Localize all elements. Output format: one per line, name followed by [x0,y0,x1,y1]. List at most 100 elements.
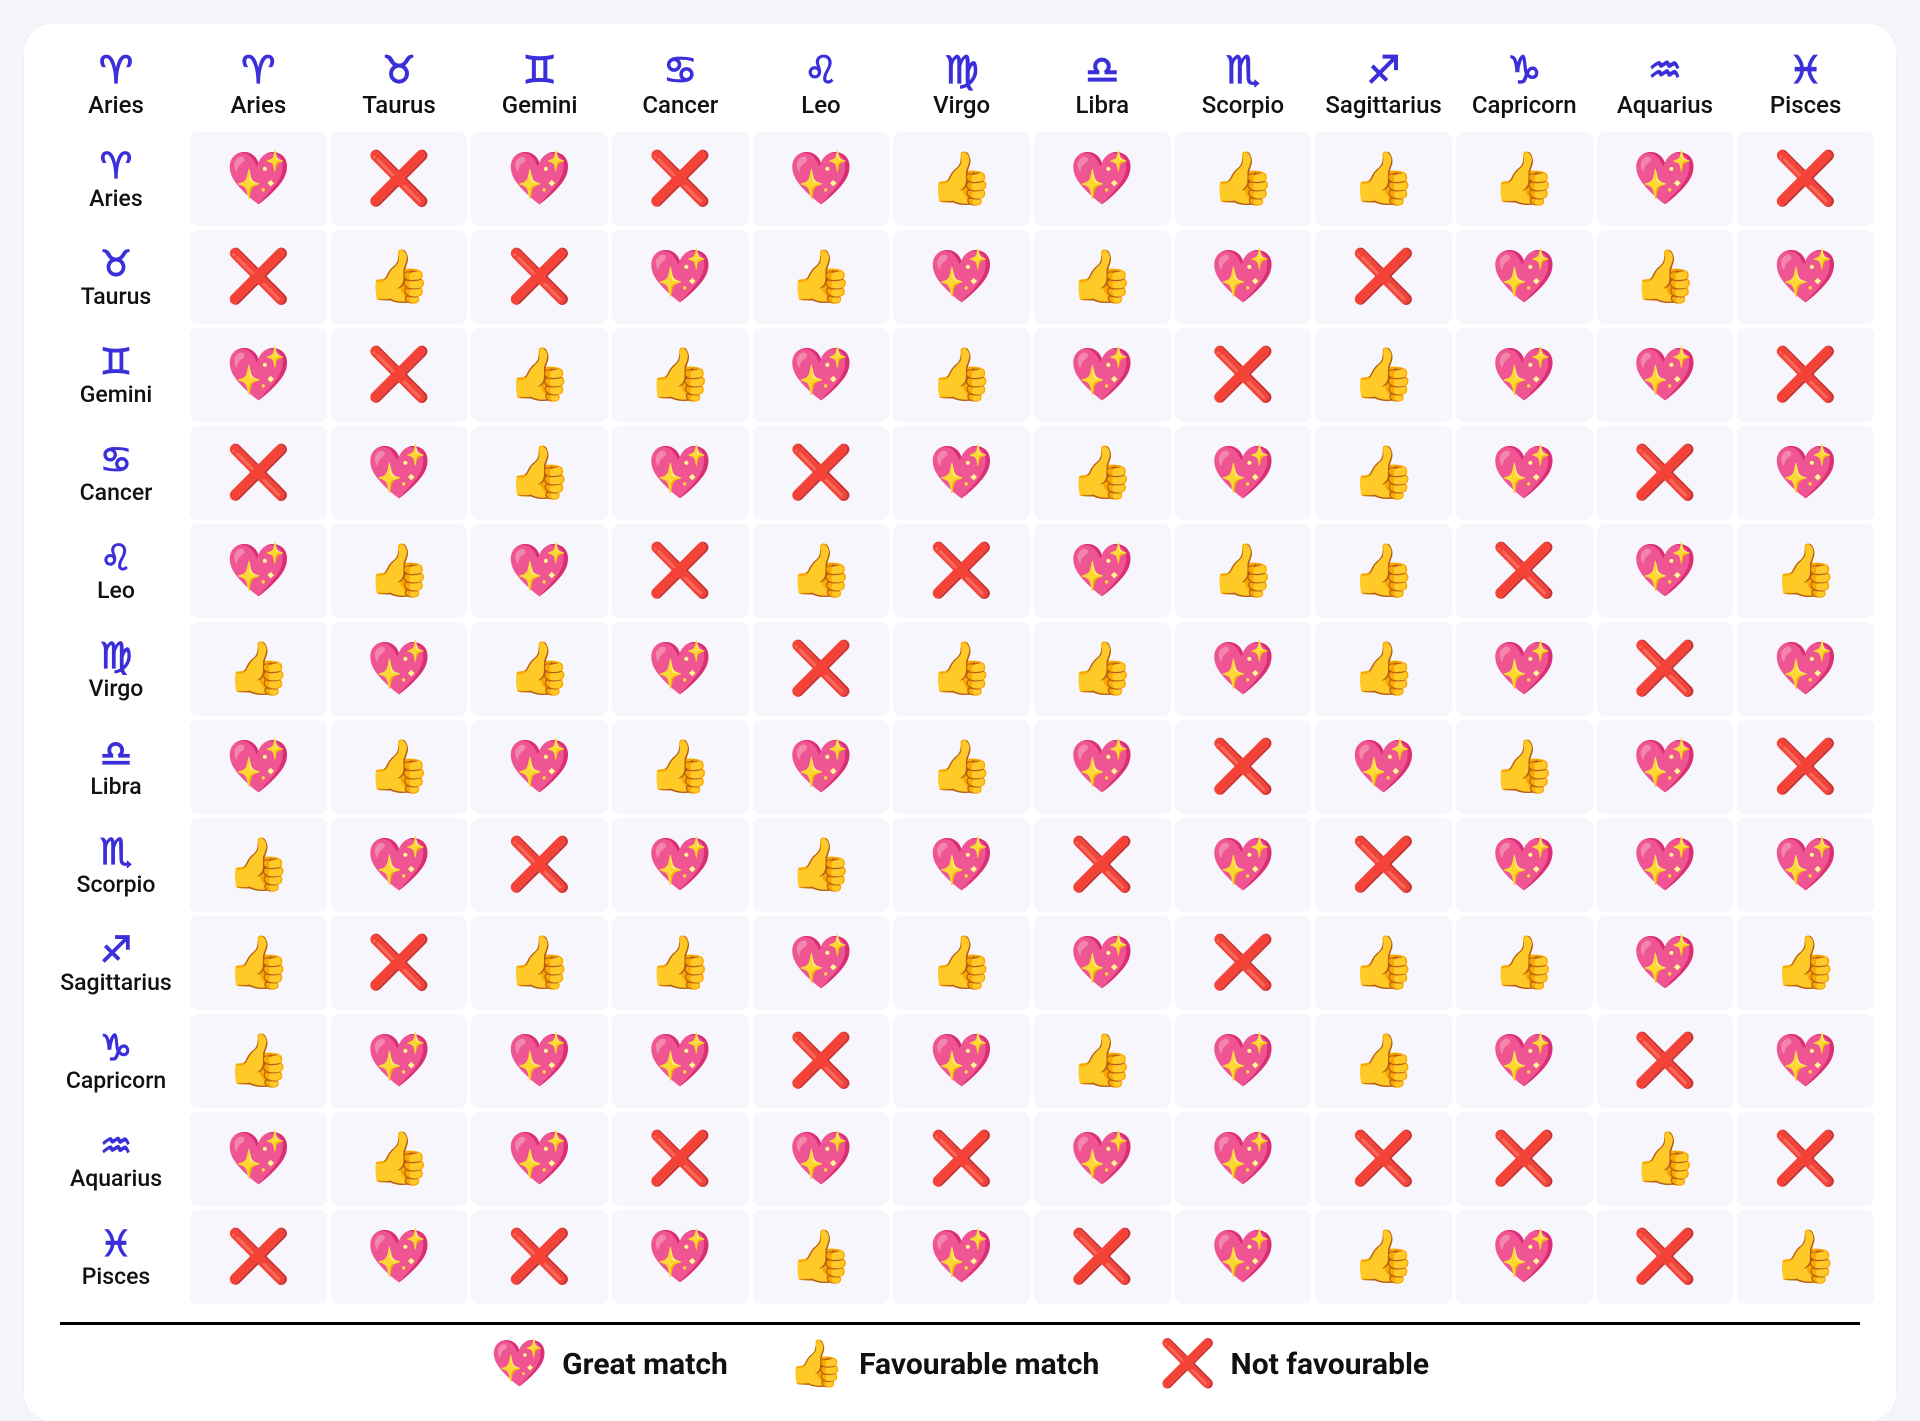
zodiac-symbol: ♎︎ [50,736,182,772]
zodiac-symbol: ♎︎ [1036,52,1169,90]
table-row: ♏︎Scorpio👍💖❌💖👍💖❌💖❌💖💖💖 [46,818,1874,912]
compat-cell: 💖 [1034,524,1171,618]
compat-cell: 💖 [471,720,608,814]
col-header-leo: ♌︎Leo [753,46,890,128]
compat-cell: 💖 [1737,1014,1874,1108]
compat-cell: 💖 [893,426,1030,520]
zodiac-symbol: ♒︎ [50,1128,182,1164]
compat-cell: 💖 [1034,1112,1171,1206]
table-row: ♍︎Virgo👍💖👍💖❌👍👍💖👍💖❌💖 [46,622,1874,716]
compat-cell: ❌ [1456,1112,1593,1206]
zodiac-symbol: ♋︎ [614,52,747,90]
compat-cell: 👍 [471,622,608,716]
zodiac-label: Aquarius [50,1166,182,1191]
compat-cell: 💖 [753,328,890,422]
compat-cell: 👍 [331,1112,468,1206]
zodiac-symbol: ♈︎ [192,52,325,90]
corner-header: ♈︎ Aries [46,46,186,128]
zodiac-label: Leo [50,578,182,603]
compat-cell: 👍 [1315,916,1452,1010]
legend-item-ok: 👍Favourable match [788,1341,1099,1387]
compat-cell: ❌ [331,132,468,226]
col-header-libra: ♎︎Libra [1034,46,1171,128]
compat-cell: 💖 [1597,818,1734,912]
legend-item-great: 💖Great match [491,1341,728,1387]
compat-cell: 👍 [893,328,1030,422]
compat-cell: 💖 [1737,818,1874,912]
compat-cell: 👍 [753,1210,890,1304]
compat-cell: ❌ [612,132,749,226]
compat-cell: ❌ [1315,1112,1452,1206]
compat-cell: 👍 [1315,132,1452,226]
compat-cell: 💖 [1456,426,1593,520]
compat-cell: ❌ [753,426,890,520]
compat-cell: 👍 [1315,328,1452,422]
compat-cell: 👍 [471,426,608,520]
compat-cell: 💖 [1597,916,1734,1010]
zodiac-symbol: ♊︎ [50,344,182,380]
compat-cell: 💖 [1315,720,1452,814]
compat-cell: 💖 [1456,1210,1593,1304]
zodiac-symbol: ♉︎ [50,246,182,282]
zodiac-label: Scorpio [50,872,182,897]
zodiac-label: Leo [755,92,888,118]
table-row: ♎︎Libra💖👍💖👍💖👍💖❌💖👍💖❌ [46,720,1874,814]
legend: 💖Great match👍Favourable match❌Not favour… [42,1325,1878,1411]
compat-cell: 👍 [1315,524,1452,618]
compat-cell: 💖 [1456,622,1593,716]
compat-cell: 👍 [190,1014,327,1108]
zodiac-label: Taurus [50,284,182,309]
compat-cell: ❌ [190,230,327,324]
zodiac-symbol: ♈︎ [50,148,182,184]
compat-cell: ❌ [1034,818,1171,912]
compat-cell: 💖 [471,132,608,226]
zodiac-label: Libra [1036,92,1169,118]
table-row: ♒︎Aquarius💖👍💖❌💖❌💖💖❌❌👍❌ [46,1112,1874,1206]
zodiac-symbol: ♏︎ [1177,52,1310,90]
legend-label: Great match [562,1347,728,1382]
compat-cell: 💖 [1737,622,1874,716]
compat-cell: 👍 [612,328,749,422]
compat-cell: 💖 [190,524,327,618]
row-header-cancer: ♋︎Cancer [46,426,186,520]
row-header-leo: ♌︎Leo [46,524,186,618]
compat-cell: 💖 [1597,524,1734,618]
zodiac-symbol: ♑︎ [1458,52,1591,90]
compat-cell: 👍 [753,230,890,324]
compat-cell: 👍 [331,720,468,814]
compat-cell: 👍 [471,916,608,1010]
row-header-pisces: ♓︎Pisces [46,1210,186,1304]
compat-cell: ❌ [612,1112,749,1206]
zodiac-symbol: ♉︎ [333,52,466,90]
compat-cell: 👍 [1034,1014,1171,1108]
compat-cell: 💖 [612,426,749,520]
compat-cell: 💖 [1034,328,1171,422]
compat-cell: 👍 [1737,524,1874,618]
compat-cell: ❌ [331,916,468,1010]
zodiac-symbol: ♏︎ [50,834,182,870]
compat-cell: ❌ [471,1210,608,1304]
col-header-virgo: ♍︎Virgo [893,46,1030,128]
compat-cell: 👍 [331,230,468,324]
compat-cell: 💖 [190,720,327,814]
compat-cell: 💖 [331,1014,468,1108]
col-header-gemini: ♊︎Gemini [471,46,608,128]
compat-cell: 👍 [1456,132,1593,226]
compat-cell: 👍 [612,916,749,1010]
compat-cell: 💖 [331,426,468,520]
zodiac-label: Scorpio [1177,92,1310,118]
zodiac-label: Pisces [1739,92,1872,118]
zodiac-label: Virgo [50,676,182,701]
table-row: ♐︎Sagittarius👍❌👍👍💖👍💖❌👍👍💖👍 [46,916,1874,1010]
compat-cell: ❌ [612,524,749,618]
compat-cell: 💖 [1456,1014,1593,1108]
zodiac-symbol: ♍︎ [50,638,182,674]
col-header-taurus: ♉︎Taurus [331,46,468,128]
row-header-gemini: ♊︎Gemini [46,328,186,422]
compat-cell: 💖 [1175,1210,1312,1304]
col-header-scorpio: ♏︎Scorpio [1175,46,1312,128]
compat-cell: 👍 [1034,622,1171,716]
table-row: ♈︎Aries💖❌💖❌💖👍💖👍👍👍💖❌ [46,132,1874,226]
zodiac-symbol: ♍︎ [895,52,1028,90]
zodiac-symbol: ♐︎ [1317,52,1450,90]
